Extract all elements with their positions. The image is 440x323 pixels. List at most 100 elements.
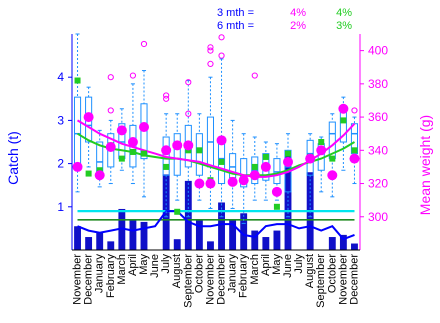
legend-row-1-magenta: 4% [290, 7, 306, 19]
green-square-point [251, 163, 258, 170]
green-square-point [273, 203, 280, 210]
magenta-circle-point [316, 145, 327, 156]
magenta-circle-point [94, 170, 105, 181]
outlier-point [185, 110, 192, 117]
magenta-circle-point [139, 122, 149, 133]
x-tick-label: July [160, 254, 172, 274]
magenta-circle-point [83, 112, 94, 123]
catch-blue-line [77, 210, 355, 241]
outlier-point [107, 74, 114, 81]
axes: 1 2 3 4 300 320 340 360 380 400 [57, 34, 388, 251]
magenta-circle-point [227, 176, 238, 187]
x-tick-label: January [227, 254, 239, 294]
box-body [240, 158, 248, 188]
catch-bar [273, 230, 281, 250]
green-square-point [118, 155, 125, 162]
y-left-tick-label: 1 [57, 200, 64, 214]
magenta-circle-point [260, 161, 271, 172]
x-tick-label: May [271, 254, 283, 275]
catch-bar [173, 239, 181, 250]
catch-bar [229, 219, 237, 250]
y-left-tick-label: 4 [57, 70, 64, 84]
catch-lines [77, 210, 355, 241]
catch-bar [129, 219, 137, 250]
green-square-point [85, 170, 92, 177]
green-square-point [174, 208, 181, 215]
green-square-point [141, 150, 147, 157]
magenta-circle-point [105, 141, 116, 152]
green-square-point [163, 163, 170, 170]
magenta-circle-point [271, 186, 282, 197]
x-tick-label: March [116, 254, 128, 285]
y-right-tick-label: 360 [368, 110, 388, 124]
y-axis-left-label: Catch (t) [5, 131, 21, 185]
magenta-circle-point [183, 140, 194, 151]
catch-bar [96, 232, 104, 250]
x-tick-label: December [349, 254, 361, 305]
x-tick-label: March [249, 254, 261, 285]
magenta-circle-point [172, 140, 183, 151]
x-tick-label: April [127, 254, 139, 276]
catch-bar [118, 208, 126, 250]
x-tick-label: September [315, 254, 327, 308]
outlier-point [207, 47, 214, 54]
magenta-circle-point [338, 103, 349, 114]
green-square-point [285, 150, 291, 157]
magenta-circle-point [327, 170, 338, 181]
catch-bar [262, 237, 270, 250]
x-tick-label: February [105, 254, 117, 299]
x-tick-label: June [149, 254, 161, 278]
catch-bar [339, 234, 347, 250]
outlier-point [351, 107, 358, 114]
outlier-point [207, 60, 214, 68]
catch-bar [107, 241, 115, 250]
legend-row-2-magenta: 2% [290, 20, 306, 32]
magenta-circle-point [238, 175, 249, 186]
magenta-circle-point [283, 156, 293, 167]
outlier-point [207, 44, 214, 51]
legend-row-1-label: 3 mth = [217, 7, 254, 19]
catch-bar [85, 237, 93, 250]
catch-bar [351, 243, 358, 250]
x-tick-label: October [326, 254, 338, 293]
x-tick-label: February [238, 254, 250, 299]
outlier-point [140, 40, 148, 48]
legend-row-1-green: 4% [336, 7, 352, 19]
x-tick-label: December [83, 254, 95, 305]
outlier-point [163, 92, 170, 99]
x-tick-label: July [293, 254, 305, 274]
y-left-tick-label: 3 [57, 113, 64, 127]
catch-bar [240, 213, 248, 250]
outlier-point [218, 52, 225, 59]
x-tick-label: September [182, 254, 194, 308]
magenta-circle-point [194, 178, 205, 189]
box-body [73, 96, 82, 168]
y-right-tick-label: 400 [368, 44, 388, 58]
x-tick-label: November [205, 254, 217, 305]
y-right-tick-label: 300 [368, 210, 388, 224]
green-square-point [196, 147, 203, 154]
x-tick-label: April [260, 254, 272, 276]
y-right-tick-label: 380 [368, 77, 388, 91]
magenta-circle-point [216, 135, 227, 146]
box-body [140, 103, 148, 160]
x-tick-label: November [337, 254, 349, 305]
outlier-point [185, 79, 192, 86]
y-left-tick-label: 2 [57, 157, 64, 171]
x-tick-label: November [72, 254, 84, 305]
green-square-point [129, 148, 136, 155]
magenta-circle-point [127, 137, 138, 147]
catch-bar [207, 241, 214, 250]
outlier-point [129, 72, 137, 79]
x-tick-label: January [94, 254, 106, 294]
magenta-circle-point [205, 178, 216, 189]
catch-bar [284, 154, 292, 250]
green-square-point [218, 158, 225, 165]
x-tick-labels: November December January February March Apri… [72, 254, 361, 308]
green-square-point [74, 77, 81, 84]
catch-bar [218, 202, 225, 250]
green-square-point [351, 147, 358, 154]
box-body [273, 158, 281, 185]
green-square-point [318, 139, 325, 145]
